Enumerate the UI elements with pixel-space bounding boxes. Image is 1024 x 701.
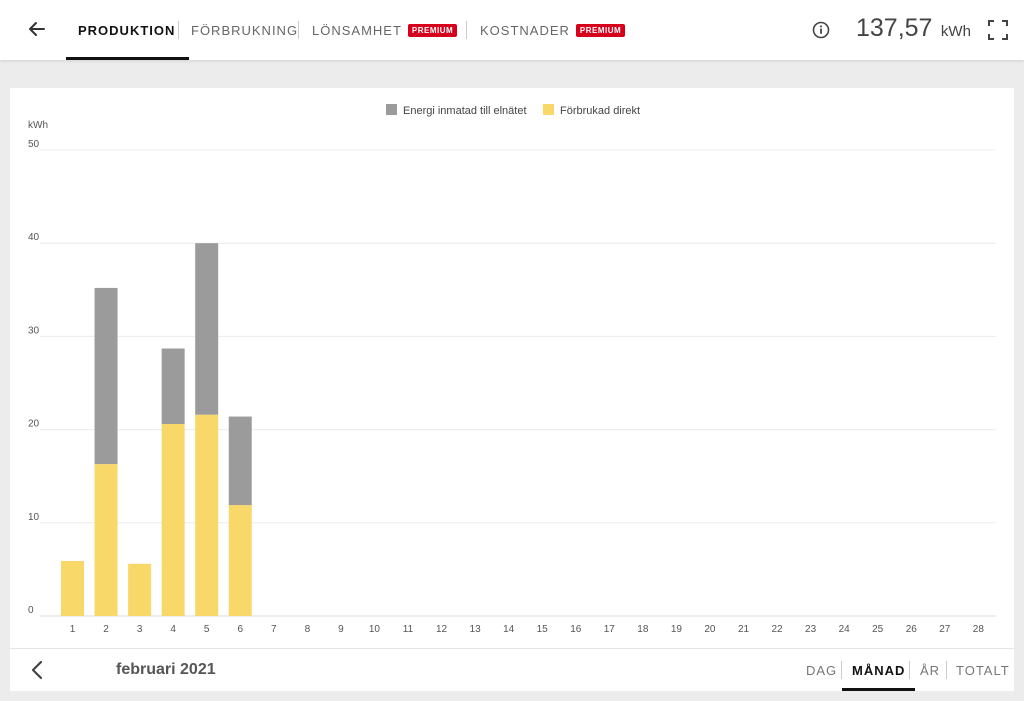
y-axis-unit: kWh [28, 120, 48, 131]
legend-label-self-consumed: Förbrukad direkt [560, 105, 640, 117]
x-tick-label: 28 [973, 624, 985, 635]
y-tick-label: 0 [28, 605, 34, 616]
x-tick-label: 13 [470, 624, 482, 635]
tab-divider [178, 21, 179, 39]
range-label: MÅNAD [852, 662, 906, 678]
tab-divider [466, 21, 467, 39]
x-tick-label: 1 [70, 624, 76, 635]
bar-grid-export [161, 348, 185, 425]
total-unit: kWh [940, 23, 971, 40]
range-dag[interactable]: DAG [806, 649, 837, 691]
x-tick-label: 11 [403, 624, 414, 635]
x-tick-label: 2 [103, 624, 109, 635]
x-tick-label: 24 [839, 624, 851, 635]
y-tick-label: 10 [28, 512, 40, 523]
arrow-left-icon [29, 22, 45, 36]
x-tick-label: 25 [872, 624, 884, 635]
period-bar: februari 2021 DAG MÅNAD ÅR TOTALT [10, 648, 1014, 691]
tab-produktion[interactable]: PRODUKTION [65, 0, 190, 60]
range-label: ÅR [920, 662, 941, 678]
tab-label: FÖRBRUKNING [191, 22, 299, 38]
bar-self-consumed [161, 424, 185, 616]
bar-grid-export [94, 287, 118, 465]
range-totalt[interactable]: TOTALT [956, 649, 1010, 691]
y-tick-label: 40 [28, 232, 40, 243]
bar-self-consumed [128, 563, 152, 616]
x-tick-label: 10 [369, 624, 381, 635]
legend-label-grid-export: Energi inmatad till elnätet [403, 105, 527, 117]
tab-kostnader[interactable]: KOSTNADER PREMIUM [480, 0, 626, 60]
previous-period-button[interactable] [24, 657, 50, 683]
fullscreen-icon [988, 20, 1008, 40]
x-tick-label: 18 [637, 624, 649, 635]
range-divider [909, 661, 910, 679]
production-chart: Energi inmatad till elnätet Förbrukad di… [10, 88, 1014, 648]
x-tick-label: 22 [771, 624, 783, 635]
x-tick-label: 12 [436, 624, 448, 635]
range-label: DAG [806, 662, 838, 678]
x-tick-label: 26 [906, 624, 918, 635]
x-tick-label: 4 [170, 624, 176, 635]
y-tick-label: 30 [28, 325, 40, 336]
tab-label: KOSTNADER [480, 22, 570, 38]
tab-label: PRODUKTION [78, 22, 176, 38]
total-value: 137,57 [856, 14, 933, 42]
x-tick-label: 7 [271, 624, 277, 635]
total-production: 137,57 kWh [856, 14, 971, 43]
x-tick-label: 16 [570, 624, 582, 635]
x-tick-label: 17 [604, 624, 616, 635]
chart-canvas: Energi inmatad till elnätet Förbrukad di… [28, 104, 996, 635]
y-tick-label: 50 [28, 139, 40, 150]
bar-self-consumed [228, 505, 252, 616]
range-label: TOTALT [956, 662, 1010, 678]
x-tick-label: 20 [704, 624, 716, 635]
x-tick-label: 19 [671, 624, 683, 635]
info-icon [812, 21, 830, 39]
back-button[interactable] [22, 14, 52, 44]
range-manad[interactable]: MÅNAD [841, 649, 916, 691]
x-tick-label: 14 [503, 624, 515, 635]
chevron-left-icon [31, 660, 43, 680]
x-tick-label: 15 [537, 624, 549, 635]
bar-self-consumed [61, 561, 84, 616]
fullscreen-button[interactable] [986, 18, 1010, 42]
x-tick-label: 6 [237, 624, 243, 635]
y-tick-label: 20 [28, 419, 40, 430]
tab-divider [298, 21, 299, 39]
range-divider [841, 661, 842, 679]
top-bar: PRODUKTION FÖRBRUKNING LÖNSAMHET PREMIUM… [0, 0, 1024, 60]
tab-forbrukning[interactable]: FÖRBRUKNING [191, 0, 298, 60]
x-tick-label: 9 [338, 624, 344, 635]
info-button[interactable] [811, 20, 831, 40]
legend-swatch-self-consumed [543, 104, 554, 115]
legend-swatch-grid-export [386, 104, 397, 115]
x-tick-label: 8 [305, 624, 311, 635]
x-tick-label: 23 [805, 624, 817, 635]
premium-badge: PREMIUM [407, 23, 458, 37]
x-tick-label: 5 [204, 624, 210, 635]
period-label: februari 2021 [116, 661, 216, 678]
bar-self-consumed [195, 414, 219, 616]
x-tick-label: 3 [137, 624, 143, 635]
tab-lonsamhet[interactable]: LÖNSAMHET PREMIUM [312, 0, 458, 60]
range-ar[interactable]: ÅR [920, 649, 940, 691]
tab-label: LÖNSAMHET [312, 22, 402, 38]
premium-badge: PREMIUM [575, 23, 626, 37]
bar-self-consumed [94, 464, 118, 616]
x-tick-label: 21 [738, 624, 750, 635]
range-divider [946, 661, 947, 679]
bar-grid-export [228, 416, 252, 506]
bar-grid-export [195, 243, 219, 415]
x-tick-label: 27 [939, 624, 951, 635]
